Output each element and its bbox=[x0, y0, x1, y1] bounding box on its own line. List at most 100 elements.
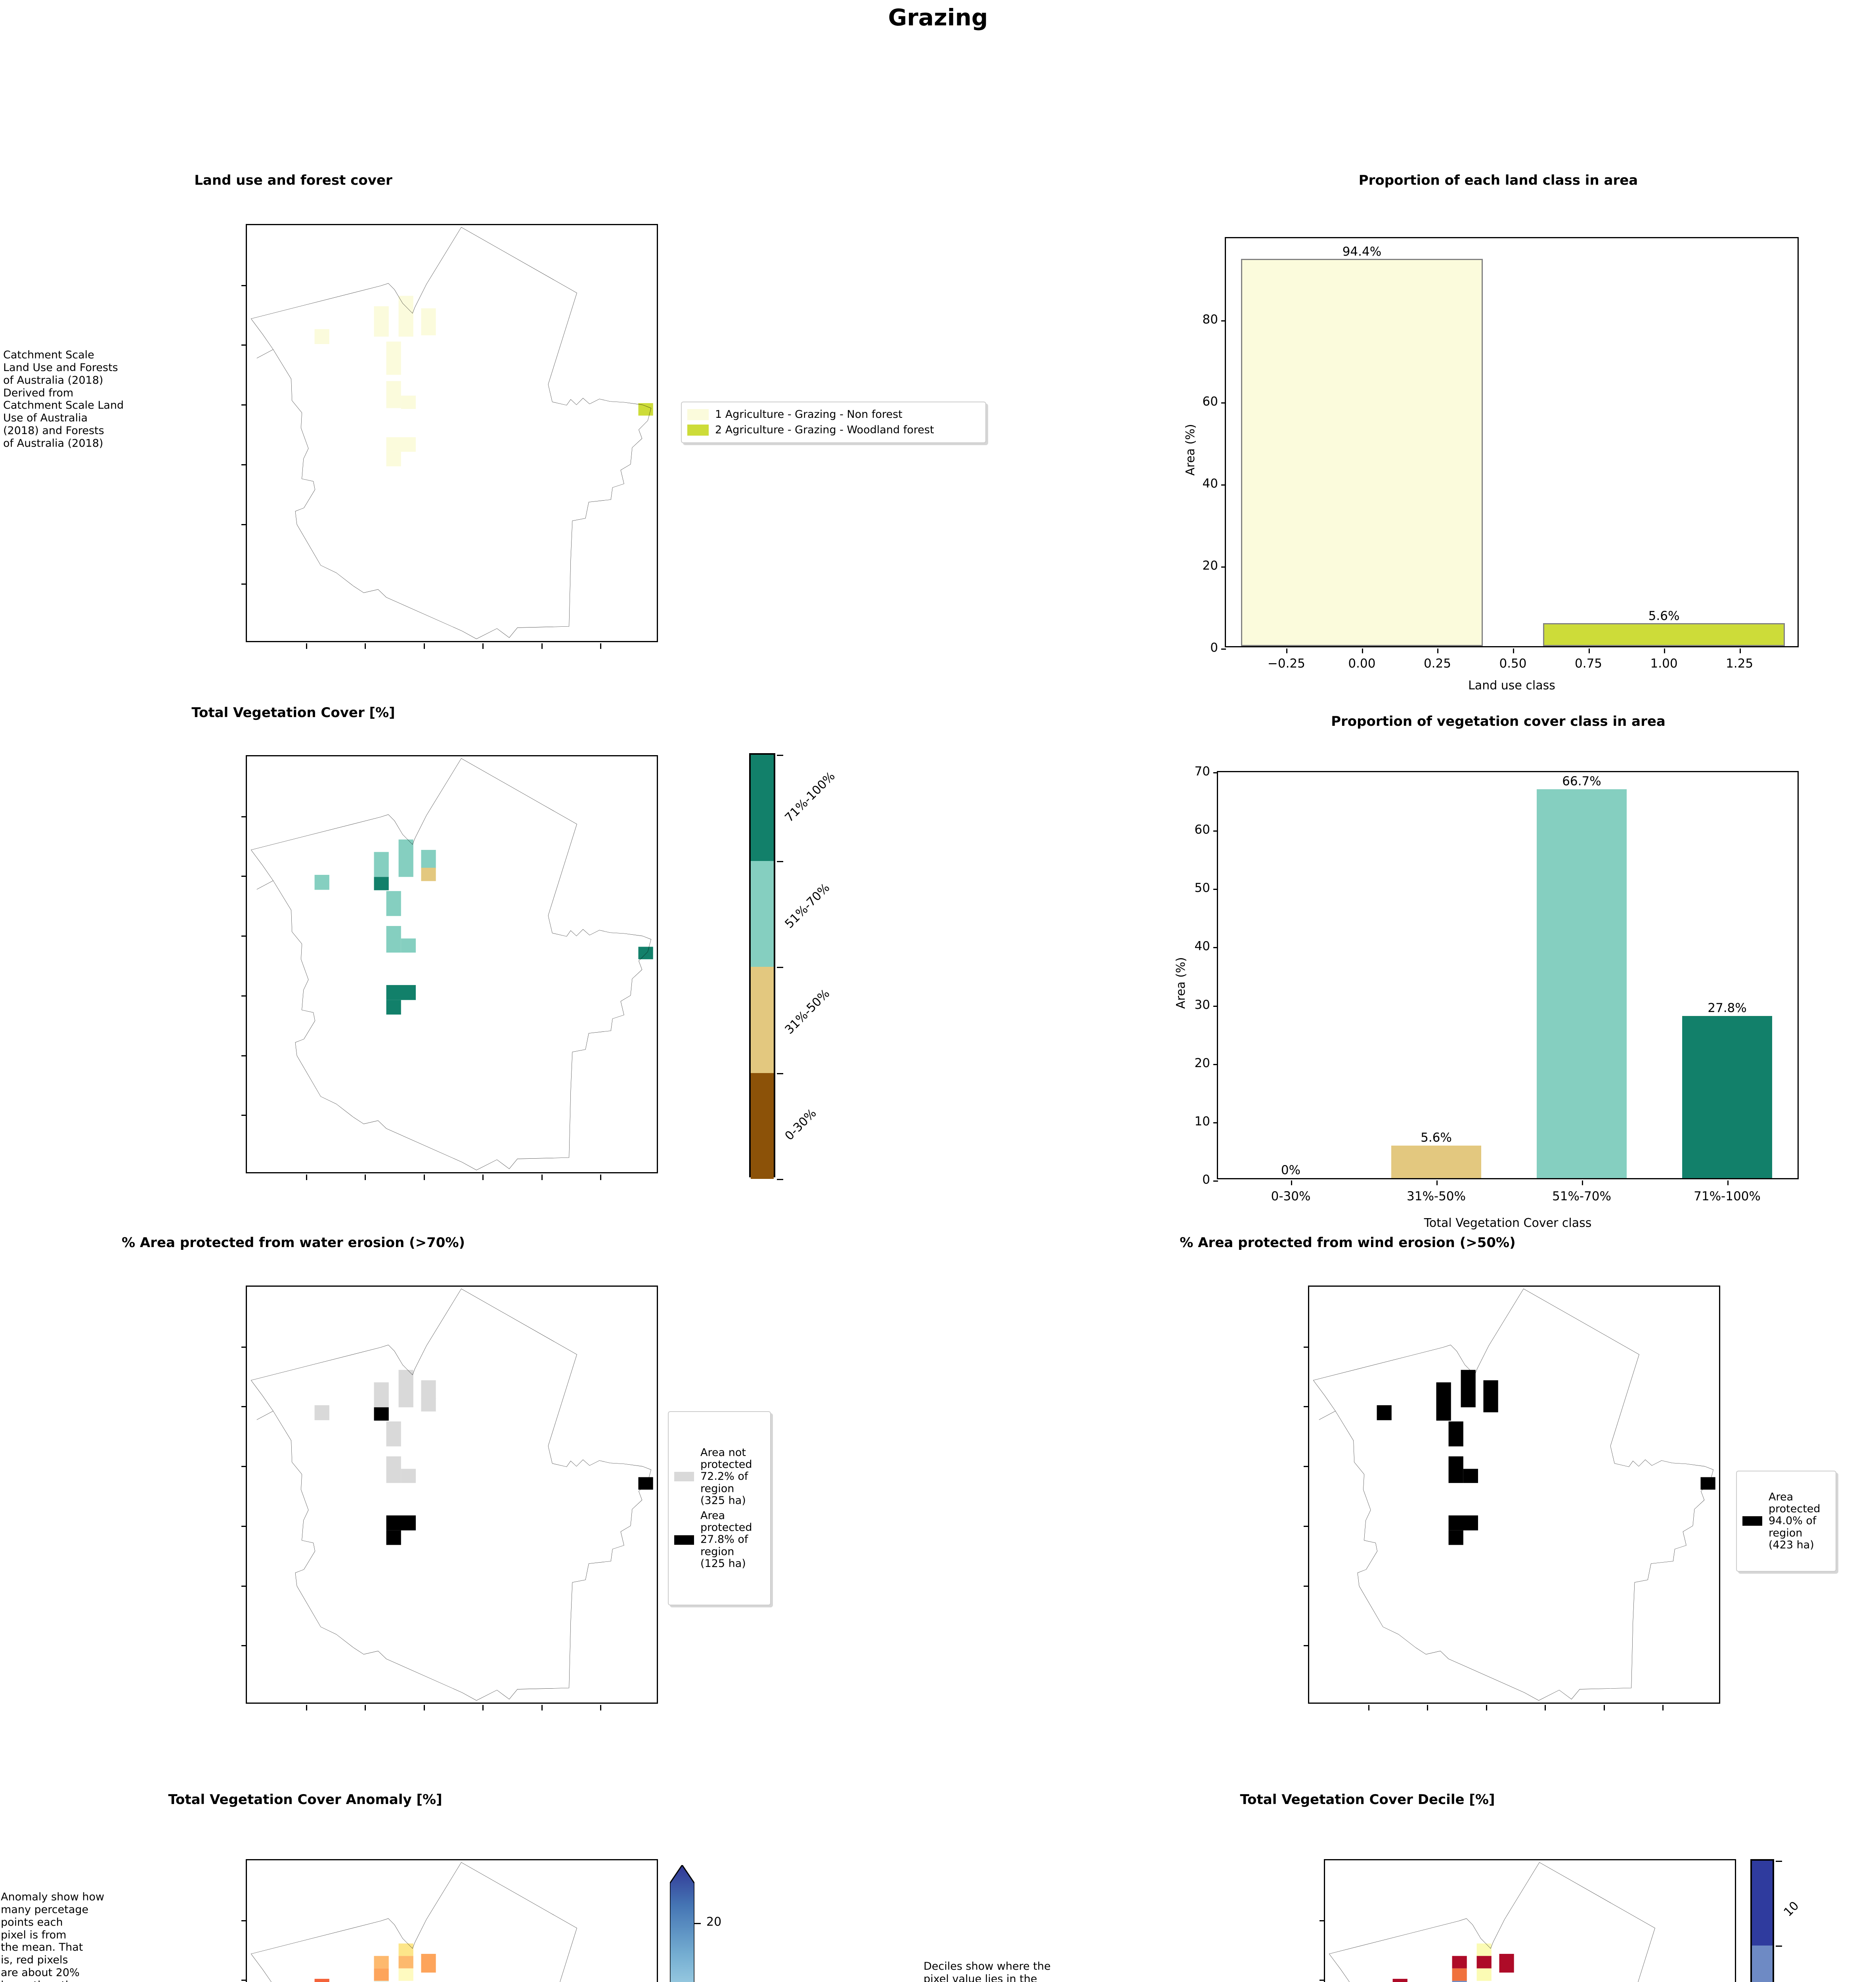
axis-tick bbox=[241, 1645, 247, 1647]
colorbar-label: 8-9 bbox=[1781, 1980, 1805, 1982]
map-pixel bbox=[1483, 1380, 1498, 1412]
region-boundary bbox=[251, 227, 651, 639]
bar[interactable] bbox=[1682, 1016, 1773, 1178]
y-axis-tick bbox=[1213, 830, 1218, 832]
colorbar-segment bbox=[1752, 1946, 1773, 1982]
axis-tick bbox=[1304, 1466, 1309, 1467]
map-pixel bbox=[421, 1954, 436, 1973]
bar[interactable] bbox=[1391, 1145, 1482, 1178]
axis-tick bbox=[241, 584, 247, 585]
x-axis-tick bbox=[1362, 649, 1363, 653]
map-pixel bbox=[421, 1380, 436, 1399]
map-pixel bbox=[401, 938, 416, 953]
axis-tick bbox=[241, 1466, 247, 1467]
region-boundary bbox=[1313, 1289, 1713, 1701]
y-axis-tick bbox=[1221, 402, 1226, 404]
x-axis-tick-label: 71%-100% bbox=[1694, 1189, 1761, 1203]
map-pixel bbox=[1392, 1978, 1407, 1982]
x-axis-tick-label: 0-30% bbox=[1271, 1189, 1311, 1203]
x-axis-tick bbox=[1513, 649, 1514, 653]
map-pixel bbox=[374, 1382, 389, 1408]
y-axis-tick-label: 50 bbox=[1194, 881, 1210, 895]
axis-tick bbox=[306, 1175, 307, 1180]
map-pixel bbox=[386, 437, 416, 452]
bar-value-label: 27.8% bbox=[1708, 1001, 1747, 1015]
y-axis-tick bbox=[1213, 1005, 1218, 1007]
bar[interactable] bbox=[1543, 623, 1785, 646]
map-pixel bbox=[386, 381, 401, 408]
legend-swatch-not-protected bbox=[674, 1472, 694, 1482]
map-pixel bbox=[314, 1405, 329, 1420]
veg-cover-chart-title: Proportion of vegetation cover class in … bbox=[1331, 714, 1666, 729]
axis-tick bbox=[1304, 1406, 1309, 1408]
decile-map[interactable] bbox=[1320, 1859, 1736, 1982]
decile-map-title: Total Vegetation Cover Decile [%] bbox=[1240, 1792, 1495, 1808]
veg-cover-chart-plot-area[interactable]: 0% 0-30% 5.6% 31%-50% 66.7% 51%-70% 27.8% 71%-1… bbox=[1195, 764, 1799, 1203]
water-erosion-map[interactable] bbox=[241, 1286, 658, 1710]
bar[interactable] bbox=[1241, 258, 1483, 646]
map-pixel bbox=[1700, 1477, 1715, 1490]
y-axis-tick-label: 20 bbox=[1202, 559, 1218, 573]
colorbar-label: 10 bbox=[1781, 1898, 1802, 1919]
axis-tick bbox=[1368, 1705, 1369, 1710]
axis-tick bbox=[241, 876, 247, 877]
legend-label: Area protected 27.8% of region (125 ha) bbox=[700, 1509, 752, 1570]
map-pixel bbox=[374, 1981, 389, 1982]
y-axis-tick-label: 10 bbox=[1194, 1114, 1210, 1129]
y-axis-tick-label: 20 bbox=[1194, 1056, 1210, 1070]
colorbar-segment bbox=[751, 967, 774, 1073]
land-use-map[interactable] bbox=[241, 224, 658, 649]
axis-tick bbox=[241, 1585, 247, 1587]
anomaly-colorbar-gradient bbox=[670, 1865, 694, 1982]
map-wind-canvas bbox=[1309, 1287, 1715, 1703]
legend-swatch-protected bbox=[1742, 1516, 1762, 1526]
axis-tick bbox=[541, 643, 543, 649]
legend-item: Area not protected 72.2% of region (325 … bbox=[674, 1446, 765, 1507]
colorbar-tick bbox=[777, 861, 783, 862]
map-pixel bbox=[638, 403, 653, 416]
axis-tick bbox=[1662, 1705, 1664, 1710]
x-axis-tick-label: −0.25 bbox=[1267, 656, 1305, 671]
y-axis-tick-label: 40 bbox=[1202, 476, 1218, 491]
y-axis-tick-label: 30 bbox=[1194, 997, 1210, 1012]
x-axis-tick bbox=[1582, 1180, 1583, 1185]
axis-tick bbox=[1320, 1980, 1325, 1981]
anomaly-map[interactable] bbox=[241, 1859, 658, 1982]
map-pixel bbox=[1463, 1469, 1478, 1483]
map-pixel bbox=[1499, 1954, 1514, 1973]
x-axis-tick bbox=[1664, 649, 1666, 653]
y-axis-tick bbox=[1221, 484, 1226, 486]
land-class-chart-plot-area[interactable]: 94.4% 5.6% 0 20 40 60 80 −0.25 0.00 0.25 0.50 0.75 1… bbox=[1203, 237, 1799, 671]
map-pixel bbox=[386, 1515, 416, 1531]
x-axis-tick bbox=[1727, 1180, 1729, 1185]
axis-tick bbox=[365, 1705, 366, 1710]
wind-erosion-map[interactable] bbox=[1304, 1286, 1720, 1710]
veg-cover-chart-ylabel: Area (%) bbox=[1174, 957, 1188, 1009]
map-pixel bbox=[314, 1978, 329, 1982]
axis-tick bbox=[306, 643, 307, 649]
axis-tick bbox=[241, 404, 247, 406]
veg-cover-chart-xlabel: Total Vegetation Cover class bbox=[1424, 1216, 1592, 1230]
veg-cover-map[interactable] bbox=[241, 755, 658, 1180]
x-axis-tick bbox=[1286, 649, 1288, 653]
x-axis-tick bbox=[1739, 649, 1741, 653]
map-pixel bbox=[398, 1370, 413, 1408]
map-pixel bbox=[421, 868, 436, 881]
axis-tick bbox=[365, 643, 366, 649]
colorbar-label: 71%-100% bbox=[782, 769, 838, 825]
legend-swatch-woodland-forest bbox=[687, 424, 709, 436]
map-pixel bbox=[1452, 1956, 1467, 1969]
map-pixel bbox=[386, 1000, 401, 1015]
y-axis-tick bbox=[1221, 320, 1226, 321]
axis-tick bbox=[241, 285, 247, 286]
colorbar-label: 20 bbox=[706, 1915, 722, 1929]
y-axis-tick bbox=[1213, 889, 1218, 890]
axis-tick bbox=[1486, 1705, 1487, 1710]
y-axis-tick-label: 0 bbox=[1202, 1173, 1210, 1187]
colorbar-label: 51%-70% bbox=[782, 880, 833, 931]
axis-tick bbox=[241, 1525, 247, 1527]
colorbar-tick bbox=[777, 967, 783, 968]
map-pixel bbox=[421, 308, 436, 335]
veg-cover-colorbar: 71%-100% 51%-70% 31%-50% 0-30% bbox=[749, 753, 838, 1180]
bar[interactable] bbox=[1536, 789, 1627, 1178]
